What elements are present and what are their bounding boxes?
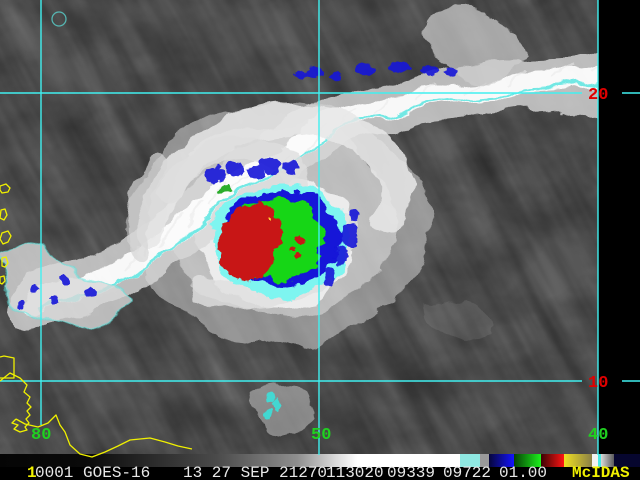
svg-text:20: 20 <box>588 86 608 105</box>
svg-text:40: 40 <box>588 426 608 445</box>
svg-text:09339: 09339 <box>387 464 435 480</box>
svg-text:McIDAS: McIDAS <box>572 464 630 480</box>
svg-text:09722: 09722 <box>443 464 491 480</box>
svg-text:01.00: 01.00 <box>499 464 547 480</box>
svg-text:0001 GOES-16: 0001 GOES-16 <box>35 464 150 480</box>
svg-text:1: 1 <box>27 464 37 480</box>
svg-text:80: 80 <box>31 426 51 445</box>
svg-text:13 27 SEP 21270: 13 27 SEP 21270 <box>183 464 327 480</box>
svg-text:113020: 113020 <box>326 464 384 480</box>
svg-text:10: 10 <box>588 374 608 393</box>
svg-text:50: 50 <box>311 426 331 445</box>
